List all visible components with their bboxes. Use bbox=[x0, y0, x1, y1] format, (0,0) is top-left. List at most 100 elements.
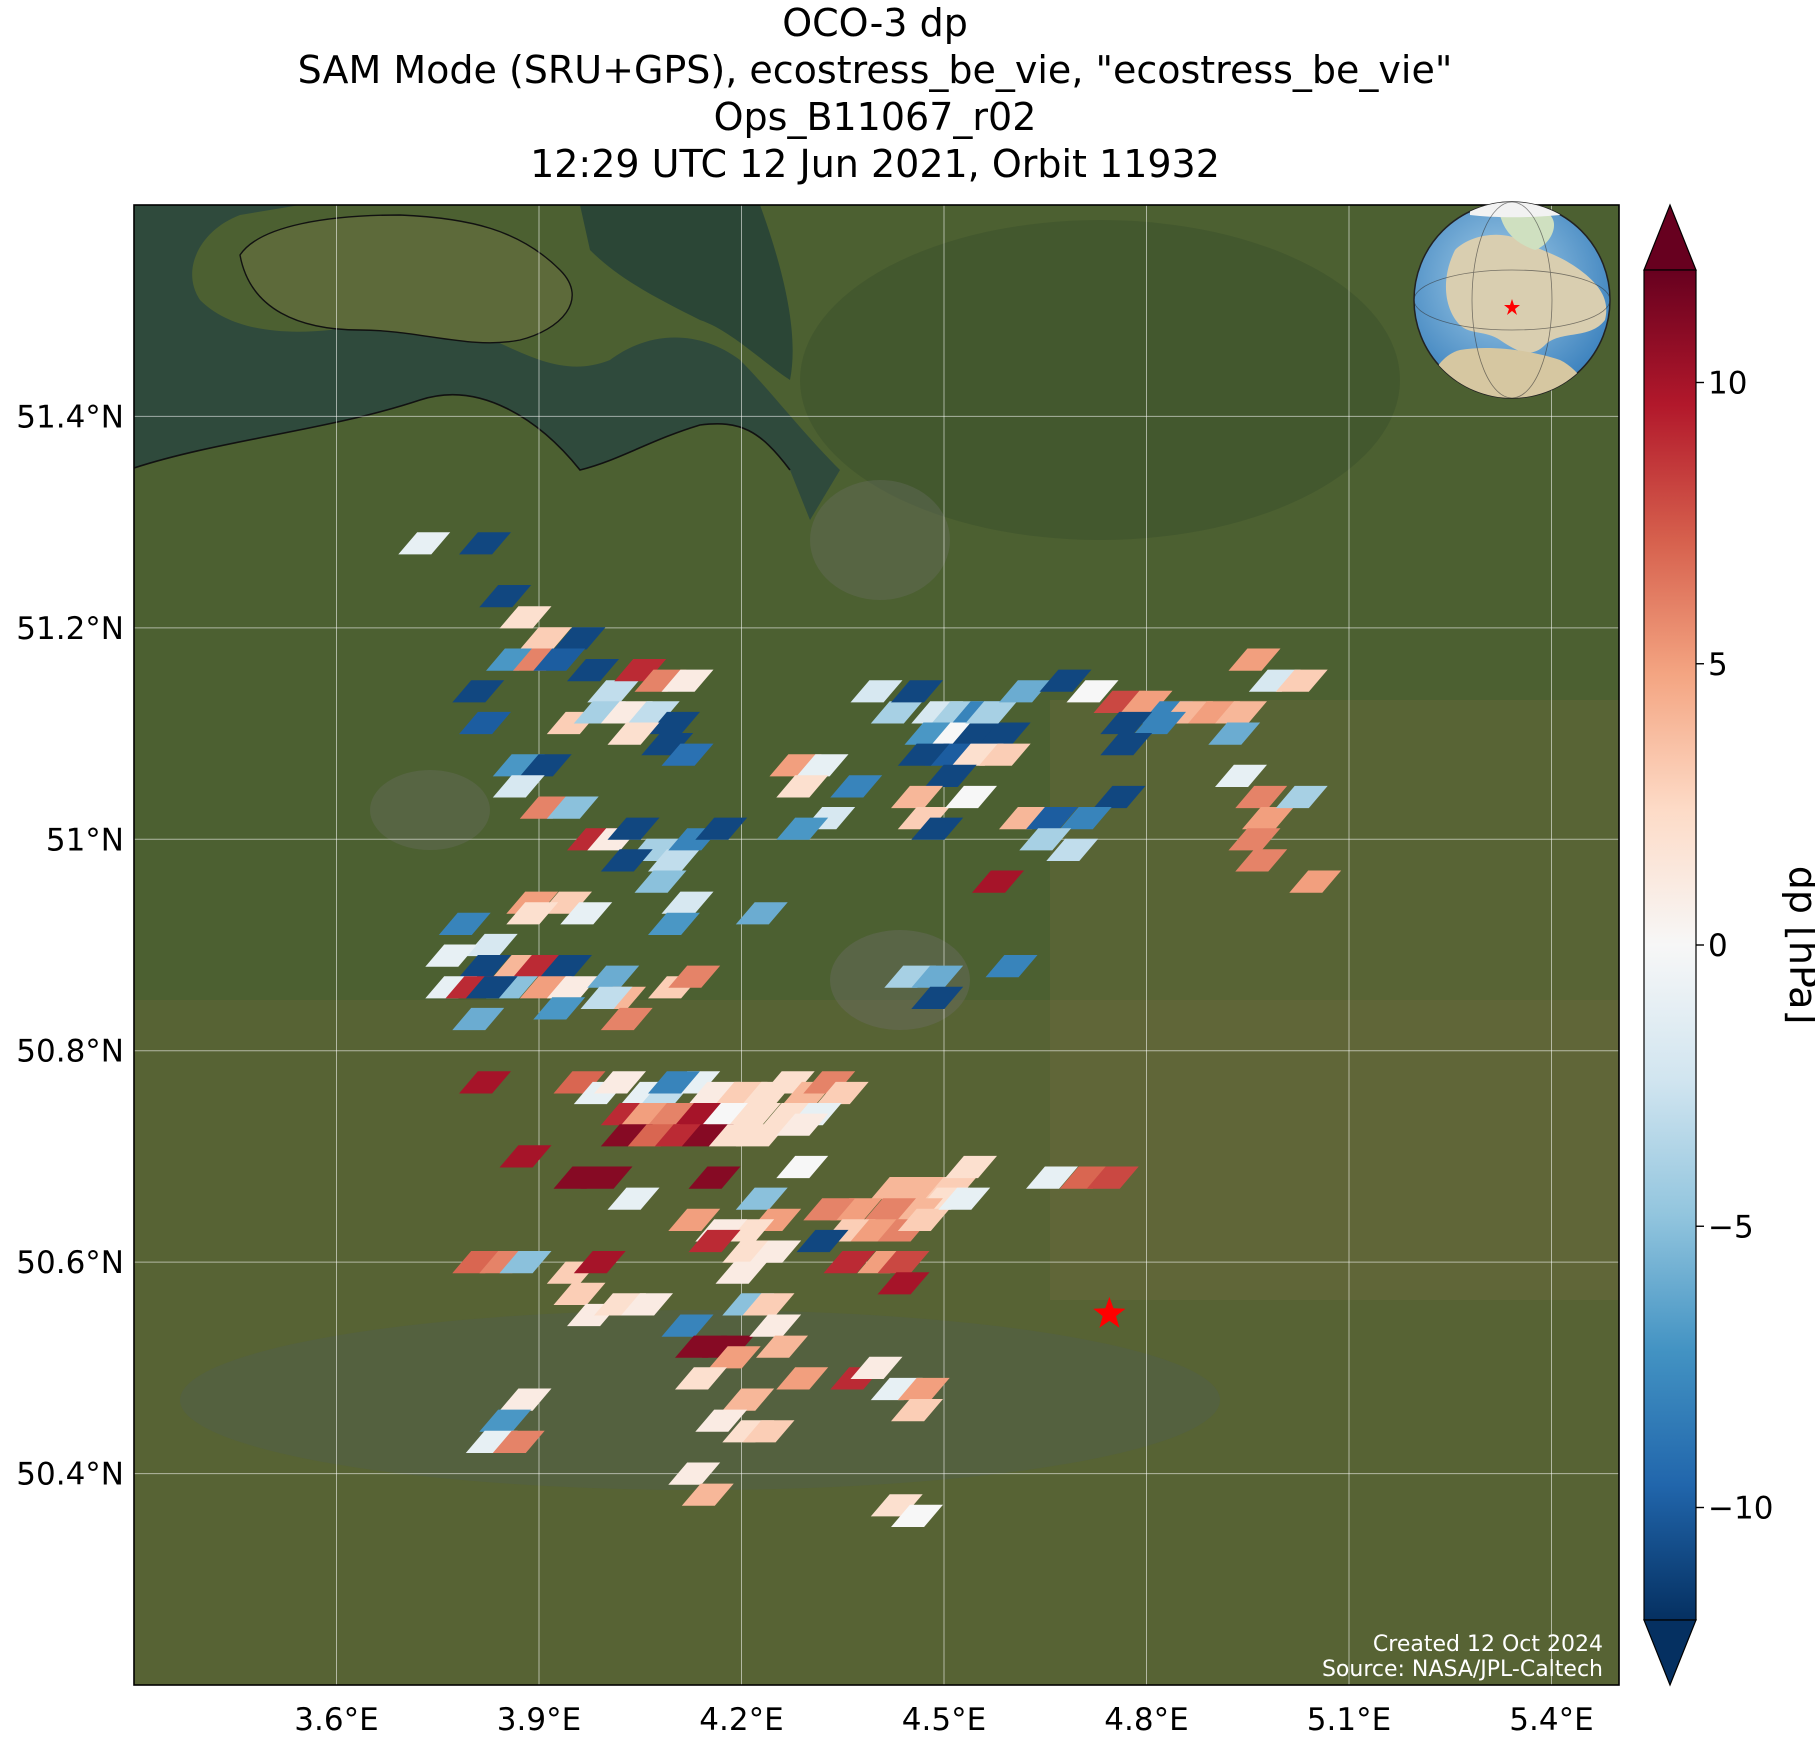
lon-tick-label-1: 3.9°E bbox=[497, 1702, 581, 1738]
colorbar-body bbox=[1643, 269, 1697, 1621]
lat-axis: 51.4°N 51.2°N 51°N 50.8°N 50.6°N 50.4°N bbox=[16, 399, 124, 1492]
colorbar-ticks: 10 5 0 −5 −10 bbox=[1696, 366, 1773, 1527]
sounding-footprint bbox=[870, 1494, 923, 1517]
sounding-footprint bbox=[668, 965, 721, 988]
sounding-footprint bbox=[499, 1388, 552, 1411]
sounding-footprint bbox=[897, 807, 950, 830]
lon-tick-label-2: 4.2°E bbox=[699, 1702, 783, 1738]
colorbar-label: dp [hPa] bbox=[1781, 866, 1815, 1025]
sounding-footprint bbox=[648, 1071, 700, 1094]
colorbar-tick-label-4: −10 bbox=[1708, 1491, 1773, 1527]
sounding-footprint bbox=[648, 1103, 700, 1126]
sounding-footprint bbox=[742, 1293, 795, 1316]
globe-arctic-ice bbox=[1470, 202, 1560, 218]
sounding-footprint bbox=[722, 1388, 775, 1411]
sounding-footprint bbox=[398, 532, 451, 555]
title-line-1: OCO-3 dp bbox=[782, 1, 968, 45]
sounding-footprint bbox=[924, 743, 977, 766]
sounding-footprint bbox=[803, 1071, 856, 1094]
sounding-footprint bbox=[1093, 690, 1146, 713]
sounding-footprint bbox=[1086, 1166, 1139, 1189]
sounding-footprint bbox=[1235, 849, 1288, 872]
sounding-footprint bbox=[587, 965, 640, 988]
sounding-footprint bbox=[911, 965, 964, 988]
sounding-footprint bbox=[884, 965, 937, 988]
sounding-footprint bbox=[742, 1420, 795, 1443]
sounding-footprint bbox=[1066, 680, 1119, 703]
chart-title: OCO-3 dp SAM Mode (SRU+GPS), ecostress_b… bbox=[0, 0, 1750, 188]
sounding-footprint bbox=[459, 532, 511, 555]
sounding-footprint bbox=[486, 648, 538, 671]
sounding-footprint bbox=[600, 701, 653, 724]
sounding-footprint bbox=[1215, 764, 1267, 787]
sounding-footprint bbox=[1100, 711, 1153, 735]
sounding-footprint bbox=[735, 902, 788, 925]
lat-tick-label-5: 50.4°N bbox=[16, 1457, 124, 1493]
sounding-footprint bbox=[641, 733, 694, 756]
sounding-footprint bbox=[465, 933, 518, 957]
globe-inset bbox=[1413, 201, 1611, 399]
sounding-footprint bbox=[911, 817, 964, 840]
globe-location-star bbox=[1504, 299, 1520, 315]
sounding-footprint bbox=[1134, 711, 1186, 735]
lat-tick-label-3: 50.8°N bbox=[16, 1034, 124, 1070]
sounding-footprint bbox=[972, 870, 1024, 893]
sounding-footprint bbox=[519, 976, 572, 999]
sounding-footprint bbox=[675, 1103, 727, 1126]
lon-tick-label-4: 4.8°E bbox=[1104, 1702, 1188, 1738]
sounding-footprint bbox=[661, 669, 714, 692]
title-line-3: Ops_B11067_r02 bbox=[713, 95, 1037, 139]
sounding-footprint bbox=[1026, 807, 1078, 830]
sounding-footprint bbox=[661, 1314, 714, 1337]
sounding-footprint bbox=[1093, 785, 1146, 809]
sounding-footprint bbox=[553, 1166, 606, 1189]
sounding-footprint bbox=[573, 1251, 626, 1274]
sounding-footprint bbox=[1248, 669, 1301, 692]
sounding-footprint bbox=[695, 1409, 748, 1432]
sounding-footprint bbox=[492, 775, 545, 798]
sounding-footprint bbox=[553, 1282, 606, 1305]
sounding-footprint bbox=[830, 1198, 883, 1221]
coastline bbox=[134, 394, 791, 471]
map-frame bbox=[133, 204, 1620, 1686]
sounding-footprint bbox=[1039, 669, 1092, 692]
sounding-footprint bbox=[1289, 870, 1342, 893]
title-line-4: 12:29 UTC 12 Jun 2021, Orbit 11932 bbox=[530, 142, 1220, 186]
western-scheldt-island bbox=[240, 215, 573, 343]
sounding-footprint bbox=[465, 976, 518, 999]
sounding-footprint bbox=[708, 1124, 761, 1147]
sounding-footprint bbox=[438, 912, 491, 935]
sounding-footprint bbox=[729, 1103, 781, 1126]
globe-africa-land bbox=[1429, 348, 1590, 398]
sounding-footprint bbox=[634, 669, 687, 692]
sounding-footprint bbox=[580, 1166, 633, 1189]
sounding-footprint bbox=[459, 711, 511, 735]
sounding-footprint bbox=[702, 1103, 754, 1126]
sounding-footprint bbox=[600, 849, 653, 872]
sounding-footprint bbox=[573, 701, 626, 724]
sounding-footprint bbox=[1059, 1166, 1112, 1189]
globe-scandinavia-land bbox=[1500, 207, 1555, 250]
sounding-footprint bbox=[951, 743, 1004, 766]
sounding-footprint bbox=[627, 701, 680, 724]
sounding-footprint bbox=[850, 680, 903, 703]
sounding-footprint bbox=[668, 1462, 721, 1485]
sounding-footprint bbox=[479, 1409, 532, 1432]
sounding-footprint bbox=[492, 754, 545, 777]
sounding-footprint bbox=[749, 1240, 802, 1263]
sounding-footprint bbox=[877, 1251, 930, 1274]
lon-tick-label-5: 5.1°E bbox=[1307, 1702, 1391, 1738]
sounding-footprint bbox=[897, 1177, 950, 1200]
sounding-footprint bbox=[945, 785, 997, 809]
eastern-scheldt-water bbox=[580, 205, 793, 380]
sounding-footprint bbox=[648, 912, 700, 935]
target-star-marker bbox=[1093, 1296, 1126, 1328]
sounding-footprint bbox=[560, 902, 613, 925]
sounding-footprint bbox=[864, 1198, 916, 1221]
sounding-footprint bbox=[600, 1124, 653, 1147]
sounding-footprint bbox=[459, 955, 511, 978]
sounding-footprint bbox=[776, 1367, 829, 1390]
sounding-footprint bbox=[938, 1187, 991, 1210]
colorbar-tick-label-2: 0 bbox=[1708, 928, 1728, 964]
colorbar: 10 5 0 −5 −10 dp [hPa] bbox=[1643, 203, 1815, 1687]
